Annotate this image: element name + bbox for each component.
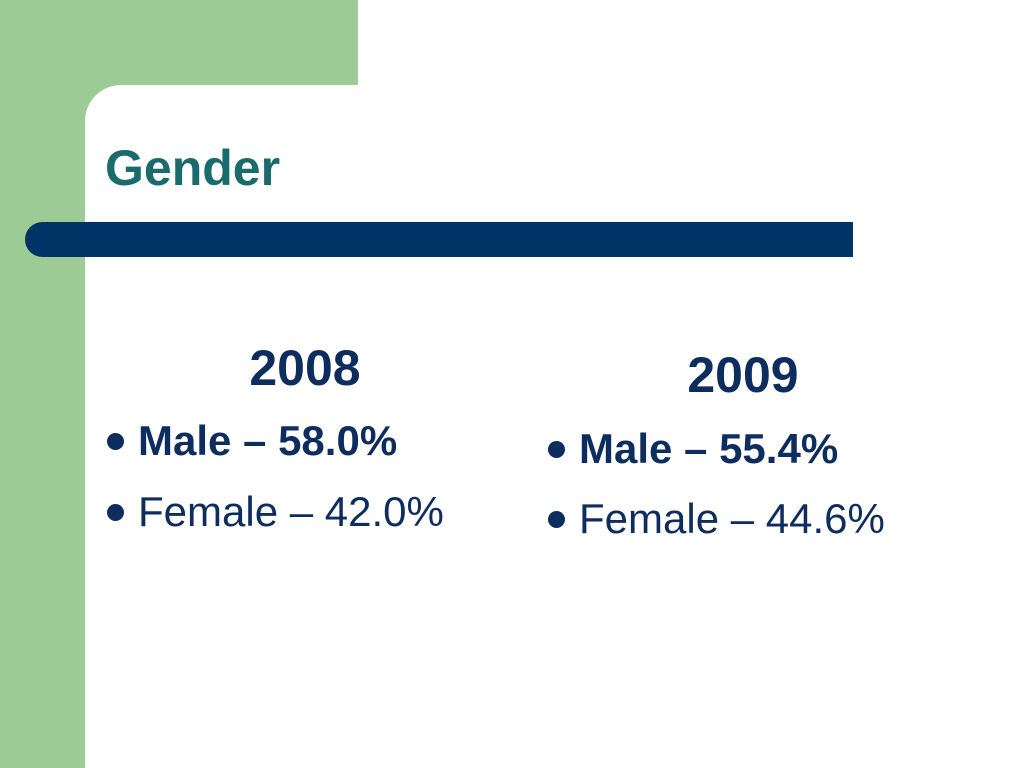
column-heading: 2009: [687, 347, 799, 403]
item-text: Female – 42.0%: [138, 488, 444, 535]
bullet-item: Female – 44.6%: [548, 495, 885, 543]
background-block: [358, 0, 1024, 86]
column-heading: 2008: [249, 340, 361, 396]
bullet-item: Female – 42.0%: [107, 488, 444, 536]
slide-title: Gender: [105, 140, 281, 196]
title-bar: [25, 222, 853, 257]
bullet: [107, 504, 124, 521]
item-text: Male – 55.4%: [579, 425, 839, 472]
bullet: [548, 511, 565, 528]
bullet-item: Male – 58.0%: [107, 417, 397, 465]
bullet: [107, 433, 124, 450]
bullet-item: Male – 55.4%: [548, 425, 838, 473]
item-text: Male – 58.0%: [138, 417, 398, 464]
content-panel: [85, 85, 1024, 768]
item-text: Female – 44.6%: [579, 495, 885, 542]
bullet: [548, 441, 565, 458]
